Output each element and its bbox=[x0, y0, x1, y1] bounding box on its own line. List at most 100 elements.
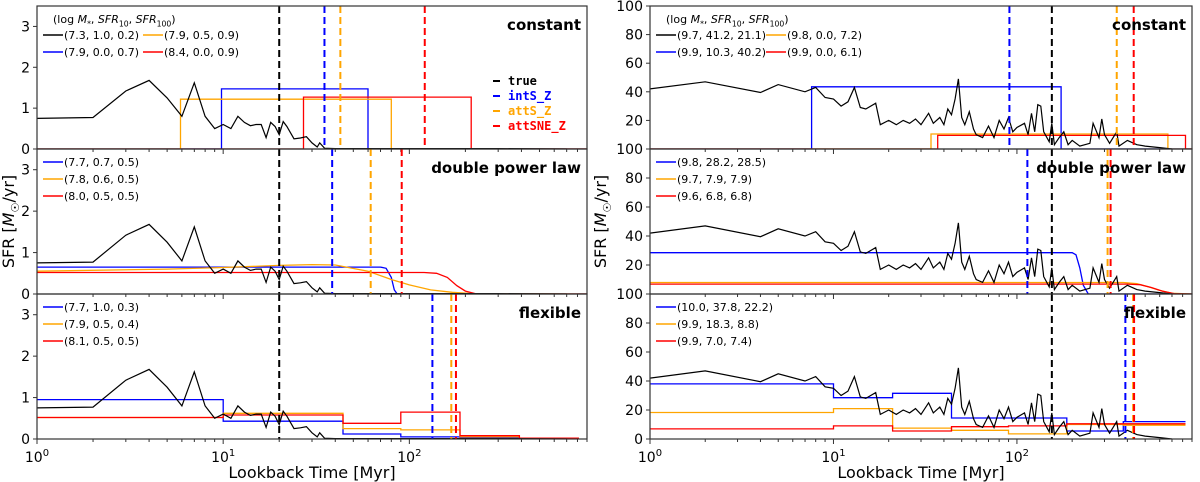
series-line-0 bbox=[650, 383, 1186, 432]
plot-area bbox=[37, 6, 587, 149]
panel-label: double power law bbox=[1036, 159, 1186, 177]
text-segment: (log bbox=[666, 13, 691, 26]
series-line-2 bbox=[650, 133, 1192, 149]
panel-label: double power law bbox=[431, 159, 581, 177]
y-tick-label: 100 bbox=[616, 287, 643, 303]
plot-area bbox=[650, 6, 1192, 149]
y-tick-label: 60 bbox=[625, 56, 643, 72]
text-segment: ☉ bbox=[9, 203, 22, 213]
legend-entry: (9.9, 7.0, 7.4) bbox=[677, 335, 752, 348]
legend-entry: (9.9, 18.3, 8.8) bbox=[677, 318, 759, 331]
true-sfh-line bbox=[650, 78, 1173, 149]
y-tick-label: 20 bbox=[625, 403, 643, 419]
text-segment: M bbox=[591, 212, 610, 226]
y-tick-label: 80 bbox=[625, 171, 643, 187]
text-segment: SFR [ bbox=[0, 226, 18, 268]
x-axis-label: Lookback Time [Myr] bbox=[228, 463, 395, 482]
y-tick-label: 3 bbox=[21, 19, 30, 35]
y-tick-label: 3 bbox=[21, 163, 30, 179]
text-segment: M bbox=[0, 212, 18, 226]
axes-frame bbox=[649, 293, 1193, 440]
legend-title: (log M*​, SFR10​, SFR100​) bbox=[666, 13, 789, 28]
y-tick-label: 100 bbox=[616, 142, 643, 158]
legend-entry: (9.9, 10.3, 40.2) bbox=[677, 46, 766, 59]
text-segment: * bbox=[700, 19, 704, 28]
legend-entry: (7.7, 0.7, 0.5) bbox=[64, 156, 139, 169]
text-segment: /yr] bbox=[0, 175, 18, 203]
y-tick-label: 40 bbox=[625, 374, 643, 390]
series-line-0 bbox=[650, 252, 1192, 294]
legend: (7.7, 1.0, 0.3) (7.9, 0.5, 0.4) (8.1, 0.5,… bbox=[43, 301, 139, 348]
text-segment: M bbox=[78, 13, 88, 26]
y-tick-label: 100 bbox=[616, 0, 643, 15]
plot-area bbox=[650, 294, 1186, 439]
text-segment: 100 bbox=[770, 19, 785, 28]
legend-title: (log M*​, SFR10​, SFR100​) bbox=[53, 13, 176, 28]
text-segment: , bbox=[742, 13, 749, 26]
series-line-2 bbox=[37, 271, 587, 294]
true-sfh-line bbox=[650, 367, 1173, 439]
y-axis-label: SFR [M☉​/yr] bbox=[0, 175, 22, 268]
series-line-1 bbox=[37, 88, 587, 149]
vline-legend-entry: intS_Z bbox=[508, 89, 551, 104]
series-line-2 bbox=[37, 411, 579, 439]
y-tick-label: 60 bbox=[625, 345, 643, 361]
text-segment: SFR [ bbox=[591, 226, 610, 268]
panel-label: flexible bbox=[519, 304, 581, 322]
text-segment: ) bbox=[171, 13, 175, 26]
text-segment: M bbox=[691, 13, 701, 26]
y-tick-label: 2 bbox=[21, 60, 30, 76]
panel-label: constant bbox=[507, 16, 581, 34]
x-tick-label: 101 bbox=[821, 448, 845, 466]
y-tick-label: 2 bbox=[21, 349, 30, 365]
legend-entry: (7.9, 0.5, 0.9) bbox=[164, 29, 239, 42]
y-tick-label: 40 bbox=[625, 229, 643, 245]
y-tick-label: 1 bbox=[21, 391, 30, 407]
text-segment: SFR bbox=[711, 13, 732, 26]
y-tick-label: 60 bbox=[625, 200, 643, 216]
vline-legend-entry: true bbox=[508, 74, 537, 88]
series-line-1 bbox=[650, 86, 1192, 149]
series-line-1 bbox=[37, 263, 587, 294]
legend-entry: (7.8, 0.6, 0.5) bbox=[64, 173, 139, 186]
vline-legend-entry: attS_Z bbox=[508, 104, 551, 119]
y-tick-label: 1 bbox=[21, 246, 30, 262]
y-axis-label: SFR [M☉​/yr] bbox=[591, 175, 614, 268]
true-sfh-line bbox=[37, 79, 567, 149]
text-segment: (log bbox=[53, 13, 78, 26]
legend-entry: (9.8, 28.2, 28.5) bbox=[677, 156, 766, 169]
legend: (7.7, 0.7, 0.5) (7.8, 0.6, 0.5) (8.0, 0.5,… bbox=[43, 156, 139, 203]
y-tick-label: 2 bbox=[21, 204, 30, 220]
x-axis-label: Lookback Time [Myr] bbox=[837, 463, 1004, 482]
legend: (log M*​, SFR10​, SFR100​)(9.7, 41.2, 21… bbox=[656, 13, 862, 59]
y-tick-label: 0 bbox=[21, 432, 30, 448]
x-tick-label: 100 bbox=[25, 448, 49, 466]
x-tick-label: 102 bbox=[1005, 448, 1029, 466]
y-tick-label: 0 bbox=[21, 287, 30, 303]
text-segment: 10 bbox=[119, 19, 129, 28]
legend-entry: (7.9, 0.5, 0.4) bbox=[64, 318, 139, 331]
y-tick-label: 3 bbox=[21, 308, 30, 324]
y-tick-label: 0 bbox=[21, 142, 30, 158]
panel-right-double-power-law: 20 40 60 80 100 SFR [M☉​/yr] double power law (… bbox=[591, 142, 1193, 299]
true-sfh-line bbox=[37, 368, 567, 439]
legend-entry: (8.1, 0.5, 0.5) bbox=[64, 335, 139, 348]
y-tick-label: 80 bbox=[625, 316, 643, 332]
legend: (9.8, 28.2, 28.5) (9.7, 7.9, 7.9) (9.6, 6.… bbox=[656, 156, 766, 203]
series-line-2 bbox=[650, 423, 1186, 432]
text-segment: SFR bbox=[98, 13, 119, 26]
text-segment: /yr] bbox=[591, 175, 610, 203]
y-tick-label: 1 bbox=[21, 101, 30, 117]
legend-entry: (7.7, 1.0, 0.3) bbox=[64, 301, 139, 314]
true-sfh-line bbox=[650, 222, 1173, 294]
text-segment: , bbox=[704, 13, 711, 26]
series-line-0 bbox=[37, 398, 579, 439]
text-segment: * bbox=[87, 19, 91, 28]
legend-entry: (7.9, 0.0, 0.7) bbox=[64, 46, 139, 59]
y-tick-label: 40 bbox=[625, 85, 643, 101]
text-segment: SFR bbox=[136, 13, 157, 26]
